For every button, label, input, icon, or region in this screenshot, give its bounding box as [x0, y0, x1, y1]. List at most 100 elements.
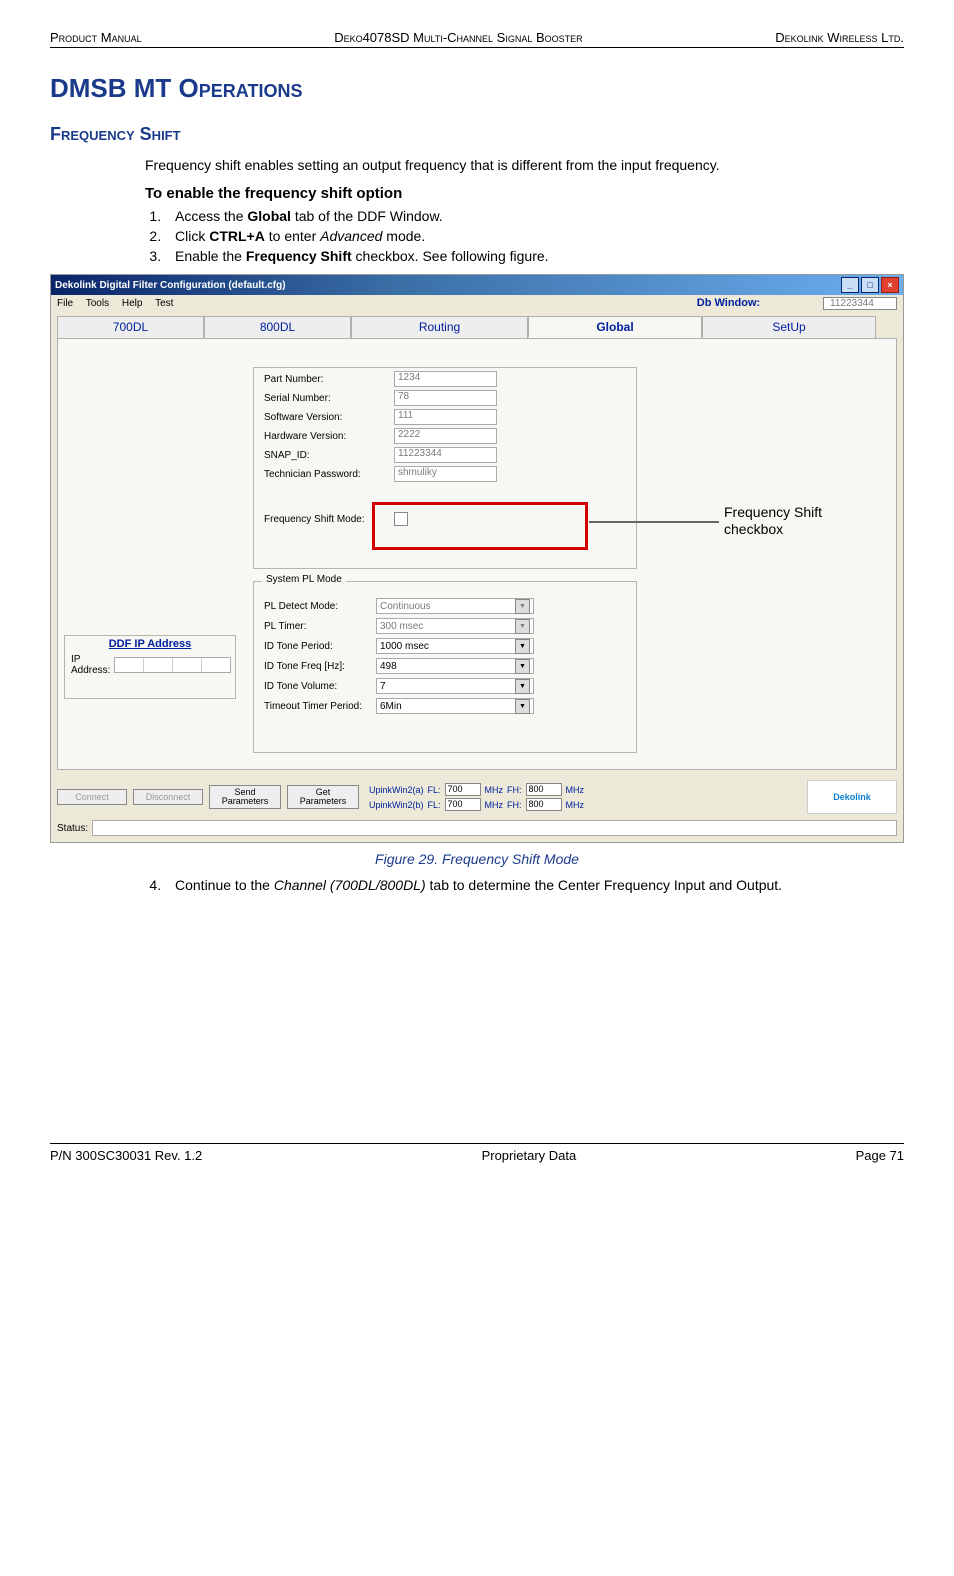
system-pl-panel: System PL Mode PL Detect Mode:Continuous… [253, 581, 637, 753]
intro-paragraph: Frequency shift enables setting an outpu… [145, 157, 884, 173]
step-2-mid: to enter [265, 228, 320, 244]
snap-label: SNAP_ID: [264, 450, 394, 461]
tab-row: 700DL 800DL Routing Global SetUp [51, 316, 903, 338]
uplink-row2-name: UpinkWin2(b) [369, 800, 424, 810]
status-label: Status: [57, 823, 88, 834]
tab-800dl[interactable]: 800DL [204, 316, 351, 338]
header-right: Dekolink Wireless Ltd. [775, 30, 904, 45]
mhz-unit: MHz [485, 785, 504, 795]
id-tone-freq-label: ID Tone Freq [Hz]: [264, 661, 376, 672]
timeout-label: Timeout Timer Period: [264, 701, 376, 712]
info-panel: Part Number:1234 Serial Number:78 Softwa… [253, 367, 637, 569]
menu-tools[interactable]: Tools [86, 298, 109, 309]
ip-input[interactable] [114, 657, 231, 673]
ip-panel: DDF IP Address IP Address: [64, 635, 236, 699]
menu-help[interactable]: Help [122, 298, 143, 309]
step-1: Access the Global tab of the DDF Window. [165, 208, 884, 224]
id-tone-freq-value: 498 [380, 661, 397, 672]
steps-list-continued: Continue to the Channel (700DL/800DL) ta… [145, 877, 884, 893]
header: Product Manual Deko4078SD Multi-Channel … [50, 30, 904, 48]
pl-detect-value: Continuous [380, 601, 431, 612]
menu-test[interactable]: Test [155, 298, 173, 309]
header-left: Product Manual [50, 30, 142, 45]
page-title: DMSB MT Operations [50, 73, 904, 104]
id-tone-volume-select[interactable]: 7▼ [376, 678, 534, 694]
tab-setup[interactable]: SetUp [702, 316, 876, 338]
status-row: Status: [51, 818, 903, 842]
fl-input-b[interactable]: 700 [445, 798, 481, 811]
tech-pw-label: Technician Password: [264, 469, 394, 480]
fh-label: FH: [507, 785, 522, 795]
mhz-unit: MHz [485, 800, 504, 810]
send-parameters-button[interactable]: Send Parameters [209, 785, 281, 809]
tab-700dl[interactable]: 700DL [57, 316, 204, 338]
fl-input-a[interactable]: 700 [445, 783, 481, 796]
fh-label: FH: [507, 800, 522, 810]
software-label: Software Version: [264, 412, 394, 423]
step-2-italic: Advanced [320, 228, 382, 244]
id-tone-period-select[interactable]: 1000 msec ▼ [376, 638, 534, 654]
step-2-pre: Click [175, 228, 209, 244]
timeout-select[interactable]: 6Min ▼ [376, 698, 534, 714]
part-number-label: Part Number: [264, 374, 394, 385]
callout-text: Frequency Shift checkbox [724, 504, 884, 538]
pl-timer-value: 300 msec [380, 621, 423, 632]
maximize-icon[interactable]: □ [861, 277, 879, 293]
title-sc: Operations [179, 73, 303, 103]
titlebar: Dekolink Digital Filter Configuration (d… [51, 275, 903, 295]
id-tone-freq-select[interactable]: 498 ▼ [376, 658, 534, 674]
step-1-bold: Global [247, 208, 291, 224]
close-icon[interactable]: × [881, 277, 899, 293]
disconnect-button[interactable]: Disconnect [133, 789, 203, 805]
timeout-value: 6Min [380, 701, 402, 712]
connect-button[interactable]: Connect [57, 789, 127, 805]
step-1-post: tab of the DDF Window. [291, 208, 443, 224]
step-1-pre: Access the [175, 208, 247, 224]
footer-center: Proprietary Data [482, 1148, 577, 1163]
step-2-post: mode. [382, 228, 425, 244]
chevron-down-icon: ▼ [515, 699, 530, 714]
status-bar [92, 820, 897, 836]
pl-detect-select[interactable]: Continuous ▼ [376, 598, 534, 614]
step-3-post: checkbox. See following figure. [352, 248, 549, 264]
step-4-pre: Continue to the [175, 877, 274, 893]
title-main: DMSB MT [50, 73, 179, 103]
window-buttons: _ □ × [841, 277, 899, 293]
figure-caption: Figure 29. Frequency Shift Mode [50, 851, 904, 867]
mhz-unit: MHz [566, 800, 585, 810]
get-parameters-button[interactable]: Get Parameters [287, 785, 359, 809]
uplink-strip: UpinkWin2(a) FL:700MHz FH:800MHz UpinkWi… [369, 783, 584, 811]
step-3: Enable the Frequency Shift checkbox. See… [165, 248, 884, 264]
mhz-unit: MHz [566, 785, 585, 795]
system-pl-title: System PL Mode [262, 574, 346, 585]
chevron-down-icon: ▼ [515, 639, 530, 654]
footer-left: P/N 300SC30031 Rev. 1.2 [50, 1148, 202, 1163]
id-tone-period-label: ID Tone Period: [264, 641, 376, 652]
pl-timer-label: PL Timer: [264, 621, 376, 632]
window-title: Dekolink Digital Filter Configuration (d… [55, 280, 286, 291]
tech-pw-field: shmuliky [394, 466, 497, 482]
software-field: 111 [394, 409, 497, 425]
menubar: File Tools Help Test Db Window: 11223344 [51, 295, 903, 312]
header-center: Deko4078SD Multi-Channel Signal Booster [334, 30, 582, 45]
chevron-down-icon: ▼ [515, 679, 530, 694]
tab-global[interactable]: Global [528, 316, 702, 338]
tab-routing[interactable]: Routing [351, 316, 528, 338]
snap-field: 11223344 [394, 447, 497, 463]
uplink-row1-name: UpinkWin2(a) [369, 785, 424, 795]
chevron-down-icon: ▼ [515, 659, 530, 674]
highlight-box [372, 502, 588, 550]
chevron-down-icon: ▼ [515, 599, 530, 614]
step-4: Continue to the Channel (700DL/800DL) ta… [165, 877, 884, 893]
id-tone-period-value: 1000 msec [380, 641, 429, 652]
menu-file[interactable]: File [57, 298, 73, 309]
fh-input-b[interactable]: 800 [526, 798, 562, 811]
step-2: Click CTRL+A to enter Advanced mode. [165, 228, 884, 244]
pl-timer-select[interactable]: 300 msec▼ [376, 618, 534, 634]
serial-label: Serial Number: [264, 393, 394, 404]
fh-input-a[interactable]: 800 [526, 783, 562, 796]
serial-field: 78 [394, 390, 497, 406]
minimize-icon[interactable]: _ [841, 277, 859, 293]
freq-shift-checkbox[interactable] [394, 512, 408, 526]
bottom-bar: Connect Disconnect Send Parameters Get P… [51, 776, 903, 818]
